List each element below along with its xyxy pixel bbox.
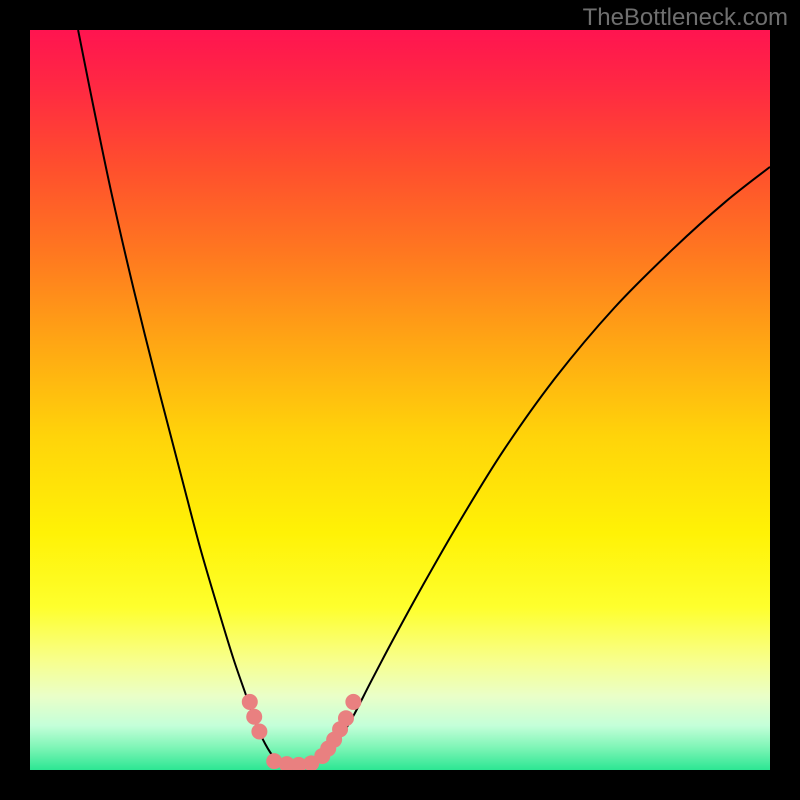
plot-area <box>30 30 770 770</box>
marker-dot <box>251 724 267 740</box>
marker-dot <box>246 709 262 725</box>
watermark-text: TheBottleneck.com <box>583 4 788 32</box>
marker-dot <box>338 710 354 726</box>
marker-dot <box>345 694 361 710</box>
marker-dot <box>242 694 258 710</box>
chart-container: TheBottleneck.com <box>0 0 800 800</box>
gradient-background <box>30 30 770 770</box>
bottleneck-chart <box>30 30 770 770</box>
